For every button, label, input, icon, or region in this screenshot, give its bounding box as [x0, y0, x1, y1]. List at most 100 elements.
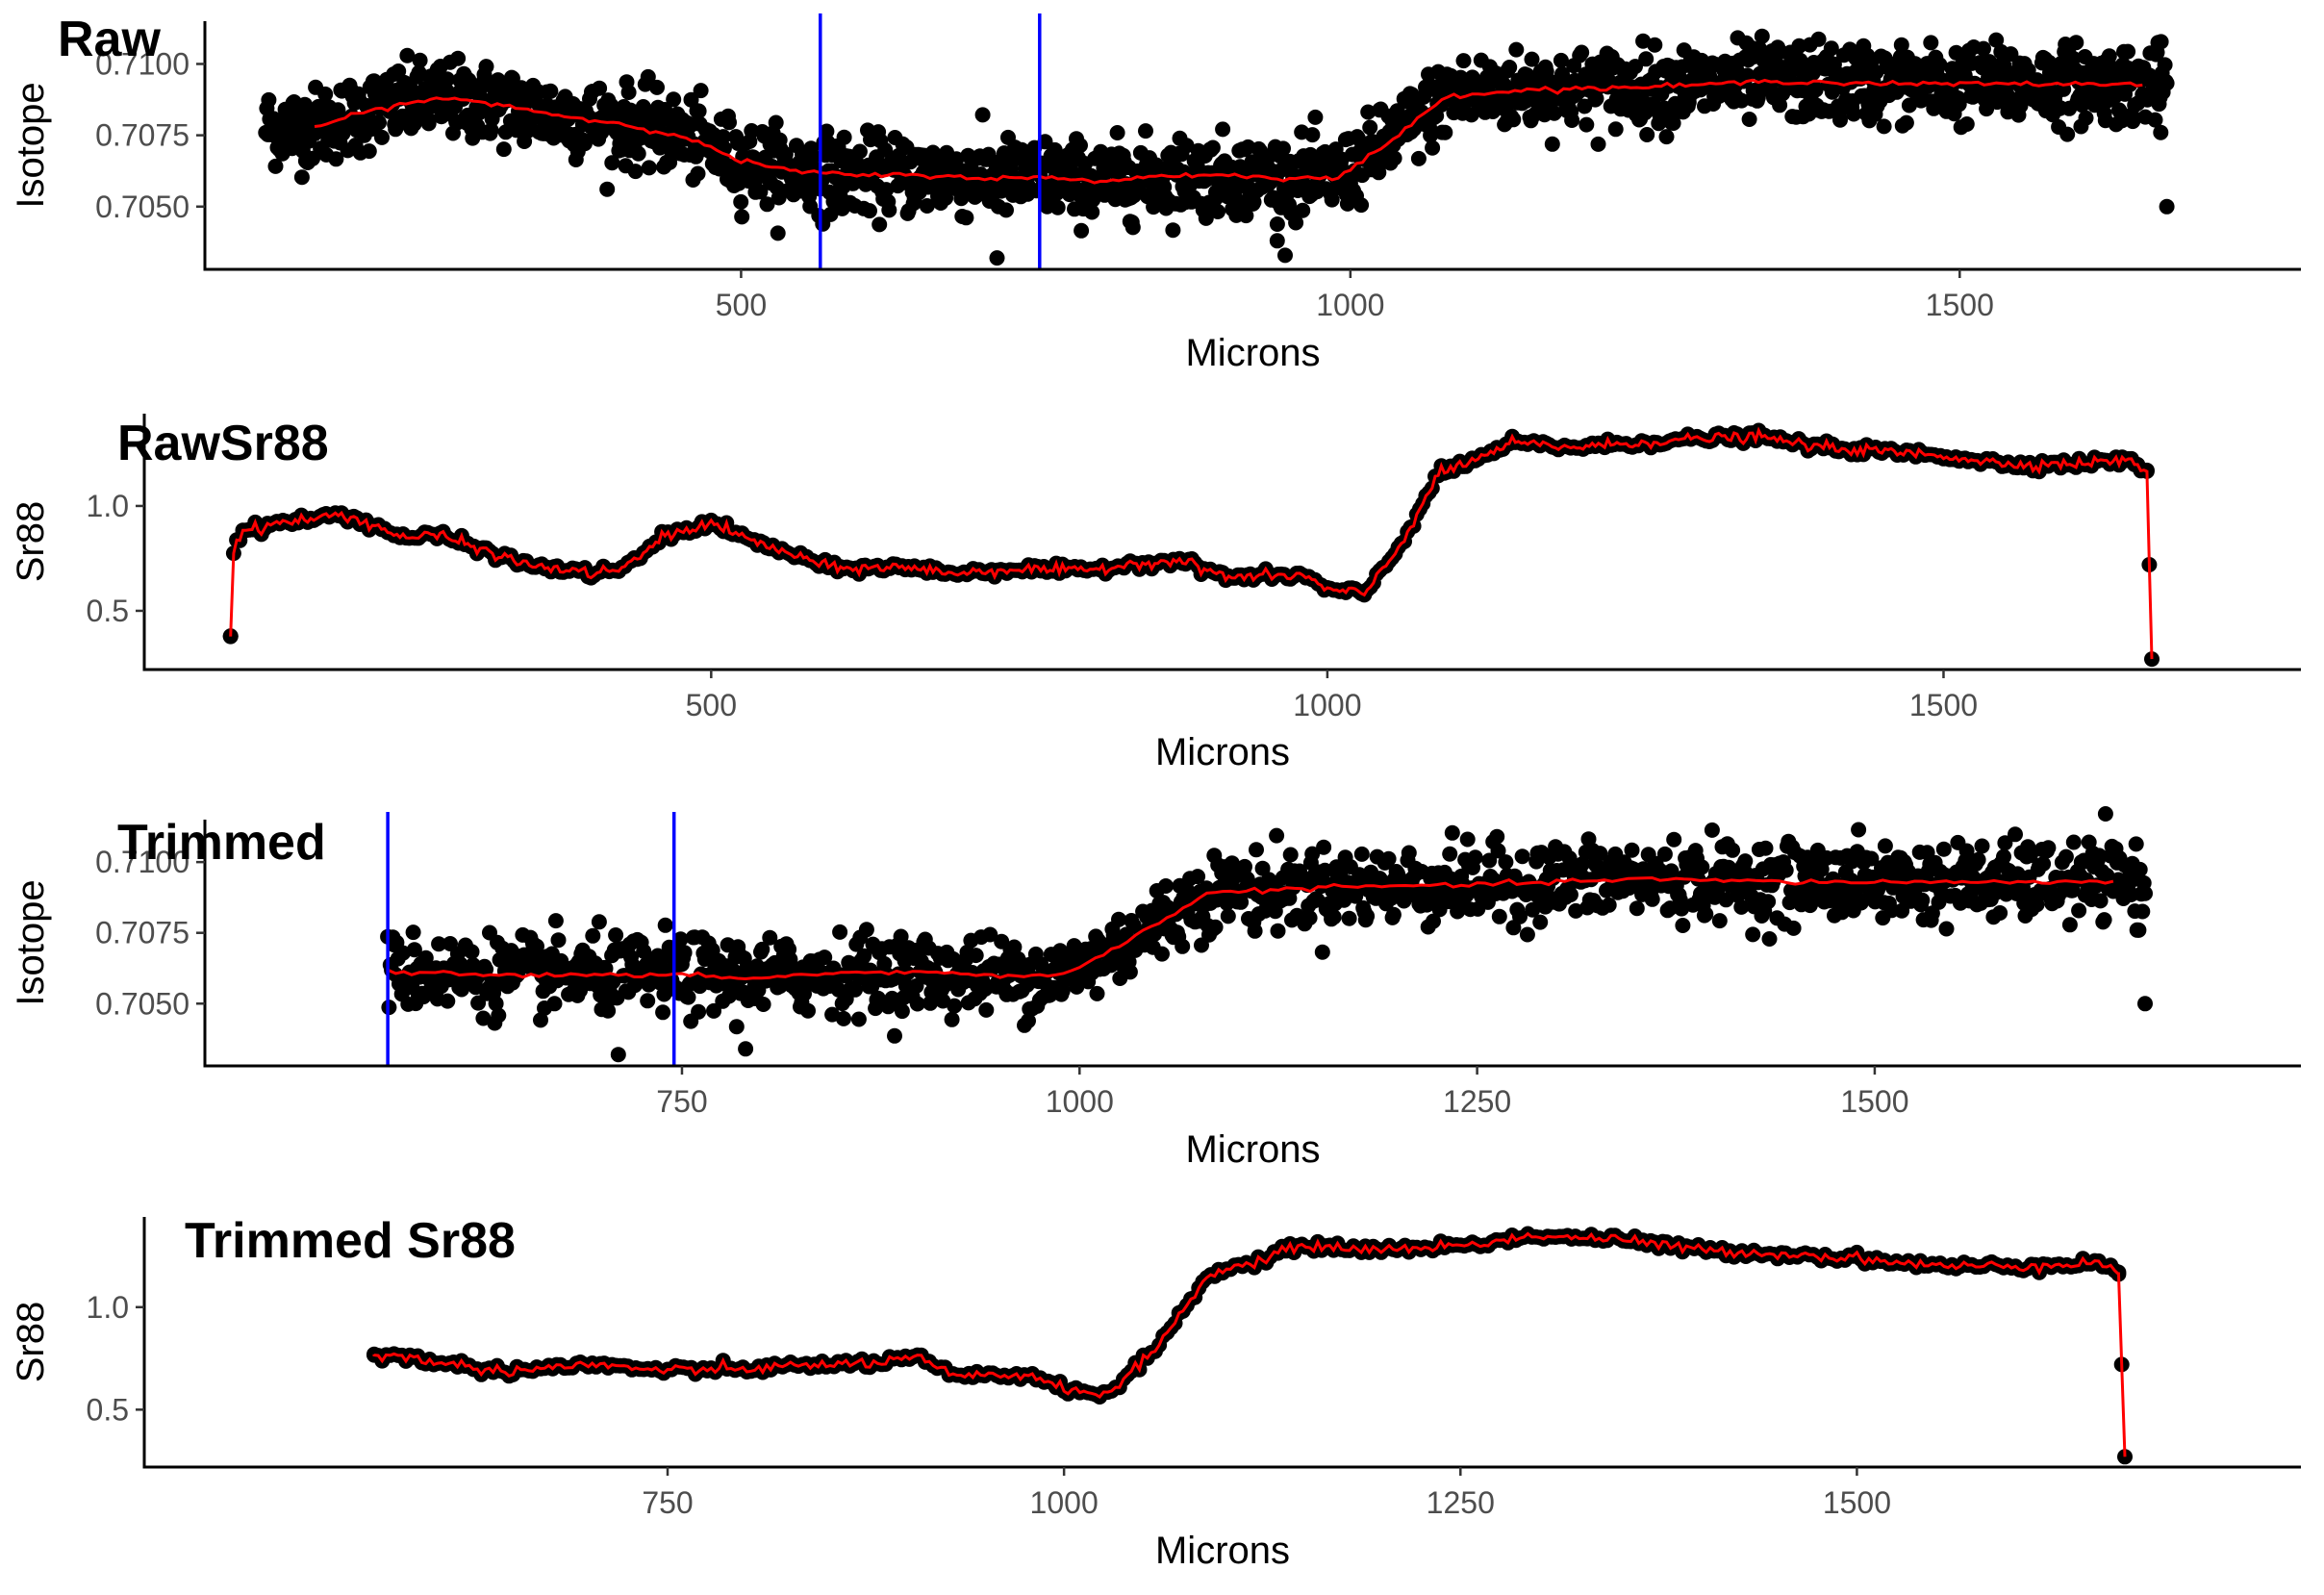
data-point: [1353, 197, 1370, 214]
data-point: [1855, 893, 1871, 908]
data-point: [872, 216, 888, 233]
data-point: [1666, 831, 1682, 848]
data-point: [641, 160, 657, 176]
panel-2: 500 1000 1500 0.5 1.0 Microns Sr88 RawSr88: [10, 414, 2301, 773]
x-tick-label: 1250: [1443, 1084, 1511, 1119]
data-point: [2068, 35, 2084, 51]
data-point: [836, 129, 852, 145]
data-point: [666, 91, 682, 108]
data-point: [878, 182, 895, 198]
data-point: [1741, 112, 1757, 127]
data-point: [1793, 56, 1809, 72]
data-point: [1138, 123, 1153, 139]
data-point: [2120, 43, 2136, 60]
data-point: [1656, 846, 1673, 862]
data-point: [371, 114, 387, 131]
x-tick-label: 1000: [1046, 1084, 1114, 1119]
data-point: [1198, 210, 1214, 226]
data-point: [1489, 828, 1505, 845]
data-point: [1481, 852, 1498, 869]
data-point: [2097, 806, 2113, 822]
data-point: [2022, 848, 2038, 864]
data-point: [1459, 831, 1476, 848]
x-tick-label: 1250: [1427, 1485, 1495, 1520]
data-point: [1006, 939, 1023, 955]
data-point: [1410, 150, 1427, 166]
x-axis-title: Microns: [1155, 731, 1290, 773]
data-point: [1247, 923, 1263, 939]
data-point: [944, 1011, 960, 1027]
data-point: [657, 917, 673, 933]
data-point: [1385, 906, 1402, 923]
data-point: [734, 209, 750, 225]
data-layer: [366, 1226, 2133, 1465]
data-point: [2137, 885, 2153, 901]
panel-3: 750 1000 1250 1500 0.7050 0.7075 0.7100 Microns…: [10, 806, 2301, 1171]
y-axis-title: Isotope: [10, 82, 52, 208]
data-point: [627, 164, 644, 180]
x-tick-label: 1500: [1823, 1485, 1891, 1520]
data-point: [1574, 44, 1590, 61]
data-point: [1992, 905, 2008, 921]
data-point: [1725, 842, 1741, 858]
data-point: [1574, 856, 1590, 873]
data-point: [1074, 222, 1090, 239]
data-point: [1737, 853, 1754, 870]
data-point: [1544, 136, 1560, 152]
data-point: [1314, 944, 1330, 960]
data-point: [1362, 119, 1378, 136]
data-point: [550, 932, 567, 949]
data-point: [1524, 51, 1540, 67]
data-point: [947, 998, 963, 1014]
data-point: [1442, 846, 1458, 862]
data-point: [1498, 854, 1514, 871]
data-point: [604, 155, 620, 171]
data-point: [817, 949, 833, 966]
data-point: [406, 942, 422, 958]
data-point: [1988, 32, 2005, 48]
data-point: [1951, 96, 1967, 113]
panel-title: Raw: [58, 12, 161, 67]
data-point: [1316, 839, 1332, 855]
data-point: [1220, 908, 1236, 924]
data-point: [267, 158, 284, 174]
data-point: [1210, 204, 1225, 219]
data-point: [974, 107, 991, 123]
data-point: [599, 181, 616, 197]
data-point: [431, 936, 447, 952]
data-point: [1675, 918, 1691, 933]
y-tick-label: 0.7100: [95, 845, 189, 879]
data-point: [1553, 52, 1569, 68]
data-point: [1304, 127, 1321, 143]
data-point: [608, 927, 624, 943]
data-point: [1877, 838, 1893, 854]
data-point: [1718, 892, 1734, 908]
y-axis-title: Sr88: [10, 501, 52, 583]
data-point: [420, 115, 437, 132]
data-point: [576, 136, 593, 152]
data-point: [1893, 37, 1909, 53]
x-tick-label: 500: [686, 688, 737, 722]
data-point: [1269, 827, 1285, 844]
data-point: [1607, 121, 1624, 138]
data-point: [1021, 1013, 1036, 1029]
data-point: [374, 129, 390, 145]
data-point: [1958, 116, 1975, 132]
data-point: [1938, 921, 1955, 937]
panel-title: RawSr88: [117, 416, 329, 471]
smooth-line: [314, 78, 2143, 185]
data-point: [1109, 125, 1125, 140]
data-point: [1761, 931, 1778, 947]
data-point: [958, 210, 974, 226]
data-point: [2135, 903, 2151, 920]
data-point: [2091, 848, 2108, 864]
data-point: [759, 196, 775, 213]
data-point: [1254, 860, 1271, 876]
data-point: [1295, 202, 1311, 218]
data-point: [620, 85, 637, 100]
data-point: [1832, 112, 1848, 128]
data-point: [478, 961, 494, 977]
data-point: [1751, 40, 1767, 57]
data-point: [1277, 247, 1293, 264]
data-point: [478, 59, 494, 75]
